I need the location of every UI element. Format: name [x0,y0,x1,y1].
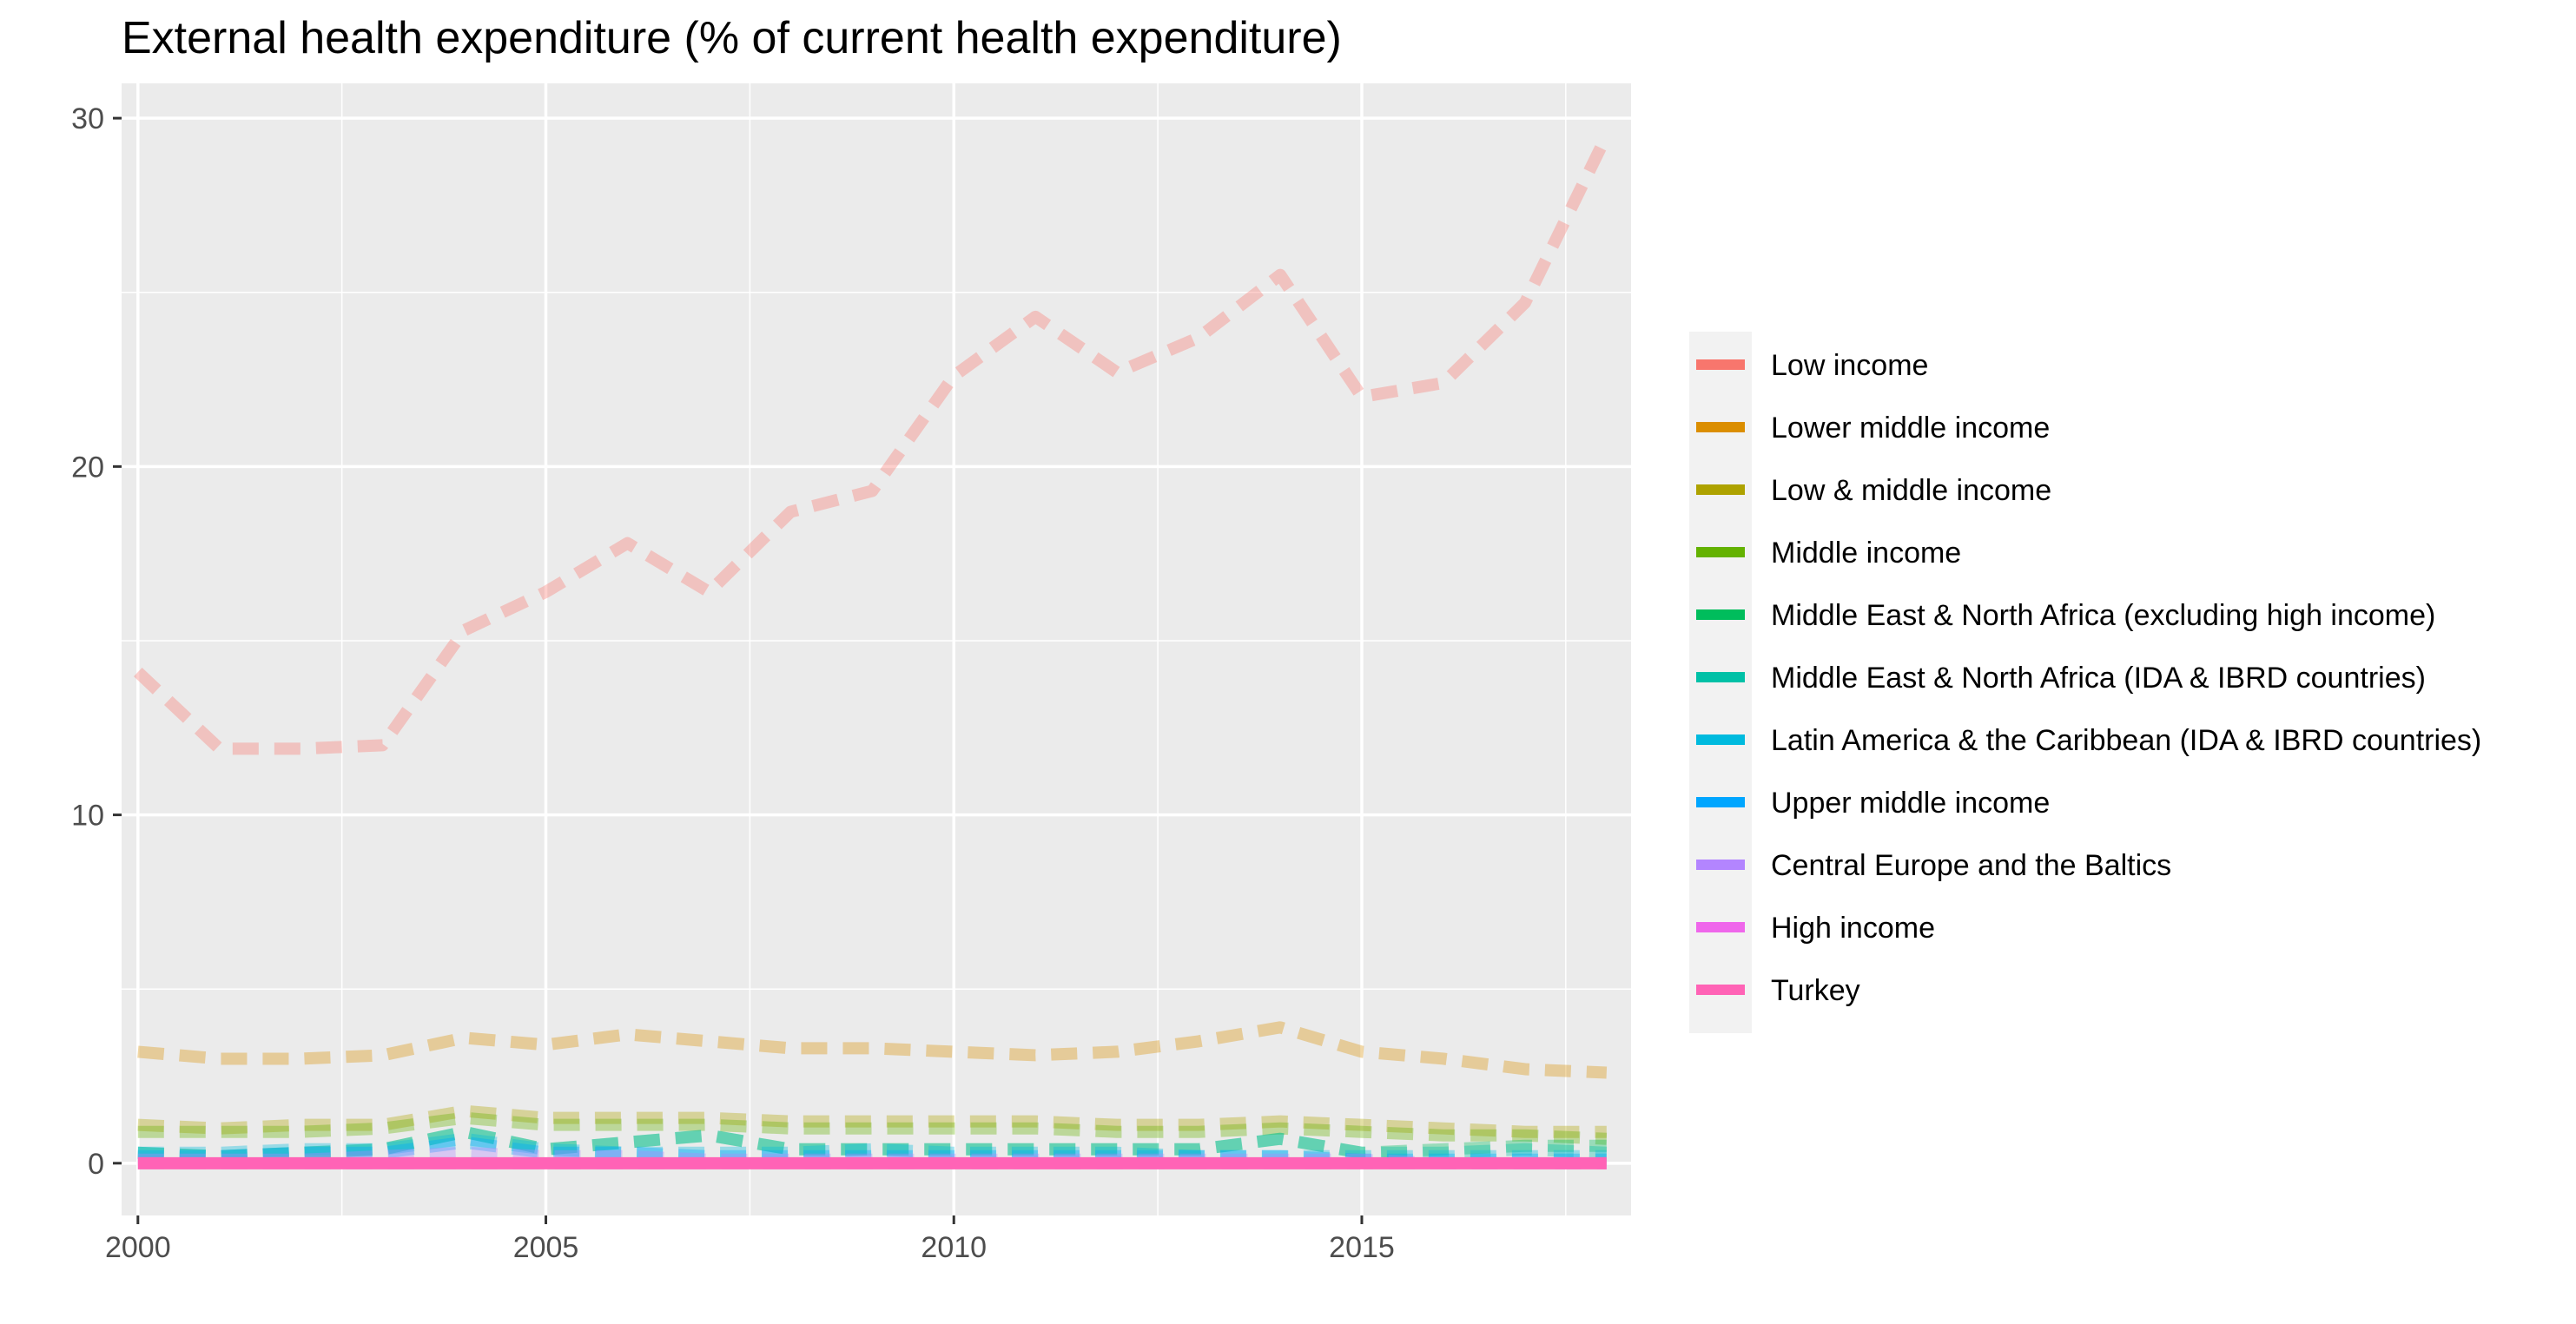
series-line-latin-america-the-caribbean-ida-ibrd-countries [137,1132,1607,1163]
legend-label-high-income: High income [1771,912,1935,945]
series-line-low-income [133,133,1613,755]
series-line-low-middle-income [137,1104,1607,1138]
legend-label-low-middle-income: Low & middle income [1771,474,2051,507]
legend-label-low-income: Low income [1771,349,1928,382]
legend: Low income Lower middle income Low & middl… [1689,332,2481,1033]
series-line-middle-east-north-africa-ida-ibrd-countries [137,1125,1608,1163]
legend-label-lower-middle-income: Lower middle income [1771,412,2050,445]
y-tick-label: 0 [88,1148,104,1181]
legend-label-middle-east-north-africa-ida-ibrd-countries: Middle East & North Africa (IDA & IBRD c… [1771,662,2426,695]
chart-title: External health expenditure (% of curren… [122,13,1342,63]
legend-label-middle-income: Middle income [1771,537,1961,570]
x-tick-label: 2000 [105,1231,171,1264]
x-tick-label: 2005 [513,1231,579,1264]
x-tick-label: 2015 [1329,1231,1395,1264]
x-tick-label: 2010 [921,1231,987,1264]
plot-panel [122,83,1631,1215]
y-tick-label: 20 [71,451,104,484]
legend-label-middle-east-north-africa-excluding-high-income: Middle East & North Africa (excluding hi… [1771,599,2435,632]
y-tick-label: 30 [71,102,104,135]
series-line-middle-income [137,1111,1608,1145]
legend-label-turkey: Turkey [1771,974,1860,1007]
legend-label-latin-america-the-caribbean-ida-ibrd-countries: Latin America & the Caribbean (IDA & IBR… [1771,724,2481,757]
series-layer [133,133,1613,1169]
y-tick-label: 10 [71,800,104,833]
legend-label-central-europe-and-the-baltics: Central Europe and the Baltics [1771,849,2171,882]
legend-label-upper-middle-income: Upper middle income [1771,787,2050,820]
series-line-lower-middle-income [137,1021,1608,1079]
series-line-middle-east-north-africa-excluding-high-income [137,1125,1607,1163]
axes-layer: 2000 2005 2010 2015 0 10 20 30 [71,102,1395,1264]
grid-minor [122,83,1631,1215]
